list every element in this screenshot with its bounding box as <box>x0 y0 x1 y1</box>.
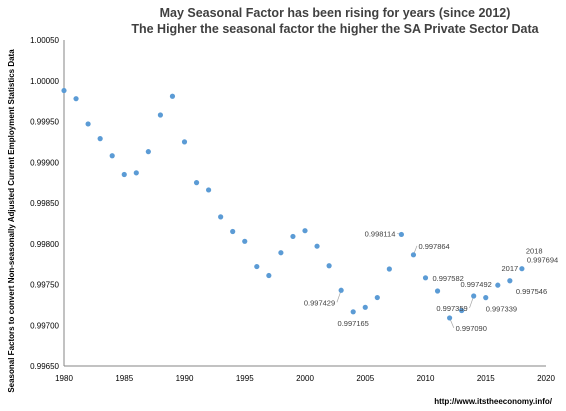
data-point <box>314 243 320 249</box>
data-point <box>73 96 79 102</box>
x-tick-label: 1985 <box>115 374 133 383</box>
data-point <box>109 153 115 159</box>
data-label: 0.997864 <box>418 242 449 251</box>
y-tick-labels: 0.99650 0.99700 0.99750 0.99800 0.99850 0.999… <box>30 36 59 371</box>
data-point <box>206 187 212 193</box>
x-tick-labels: 1980 1985 1990 1995 2000 2005 2010 2015 2020 <box>55 374 555 383</box>
x-tick-label: 1980 <box>55 374 73 383</box>
data-point <box>386 266 392 272</box>
data-point <box>362 304 368 310</box>
data-point <box>157 112 163 118</box>
data-point <box>242 238 248 244</box>
x-tick-label: 2020 <box>537 374 555 383</box>
data-points <box>61 87 525 321</box>
data-point <box>350 309 356 315</box>
data-point <box>459 307 465 314</box>
data-point <box>193 180 200 186</box>
data-point <box>302 228 308 234</box>
y-axis-label: Seasonal Factors to convert Non-seasonal… <box>7 49 16 393</box>
data-point <box>169 93 176 99</box>
data-point <box>133 170 139 176</box>
data-point <box>519 266 525 272</box>
data-label: 0.997359 <box>436 304 467 313</box>
data-point <box>471 293 477 299</box>
data-label: 0.998114 <box>365 229 396 238</box>
data-label: 0.997492 <box>461 280 492 289</box>
data-label: 0.997339 <box>486 305 517 314</box>
data-label: 0.997694 <box>527 256 558 265</box>
data-point <box>447 315 453 321</box>
data-point <box>507 278 513 284</box>
data-label: 0.997429 <box>304 298 335 307</box>
data-point <box>434 288 441 294</box>
data-point <box>338 287 344 293</box>
data-point <box>121 171 127 178</box>
data-point <box>97 136 103 142</box>
data-point <box>230 228 236 235</box>
data-point <box>290 233 296 240</box>
data-point <box>483 295 489 301</box>
y-tick-label: 0.99950 <box>30 118 59 127</box>
x-tick-label: 2005 <box>356 374 374 383</box>
x-tick-label: 1990 <box>176 374 194 383</box>
data-label: 0.997165 <box>338 319 369 328</box>
chart-title-line1: May Seasonal Factor has been rising for … <box>160 6 511 20</box>
data-point <box>145 149 151 155</box>
x-tick-label: 1995 <box>236 374 254 383</box>
data-point <box>254 263 260 270</box>
data-point <box>85 121 91 127</box>
chart-title-line2: The Higher the seasonal factor the highe… <box>131 22 539 36</box>
data-label: 0.997546 <box>516 287 547 296</box>
data-point <box>422 275 429 281</box>
data-point <box>374 294 380 301</box>
data-point <box>278 250 284 256</box>
x-tick-label: 2015 <box>477 374 495 383</box>
data-point <box>410 252 417 258</box>
data-point <box>266 272 272 279</box>
x-tick-label: 2010 <box>417 374 435 383</box>
data-point <box>181 139 188 145</box>
y-tick-label: 0.99700 <box>30 321 59 330</box>
y-tick-label: 1.00000 <box>30 77 59 86</box>
y-tick-label: 0.99650 <box>30 362 59 371</box>
y-tick-label: 0.99750 <box>30 281 59 290</box>
x-tick-label: 2000 <box>296 374 314 383</box>
y-tick-label: 0.99800 <box>30 240 59 249</box>
y-tick-label: 0.99850 <box>30 199 59 208</box>
data-point <box>326 263 332 269</box>
data-annotations: 0.997429 0.997165 0.998114 0.997864 0.997582… <box>304 229 558 332</box>
y-tick-label: 1.00050 <box>30 36 59 45</box>
data-label: 2018 <box>526 247 543 256</box>
data-label: 0.997582 <box>433 274 464 283</box>
data-point <box>218 214 224 220</box>
source-credit: http://www.itstheeconomy.info/ <box>434 397 553 406</box>
data-label: 2017 <box>502 264 519 273</box>
data-label: 0.997090 <box>456 324 487 333</box>
data-point <box>61 87 67 94</box>
data-point <box>398 231 404 238</box>
data-point <box>495 282 501 288</box>
y-tick-label: 0.99900 <box>30 158 59 167</box>
